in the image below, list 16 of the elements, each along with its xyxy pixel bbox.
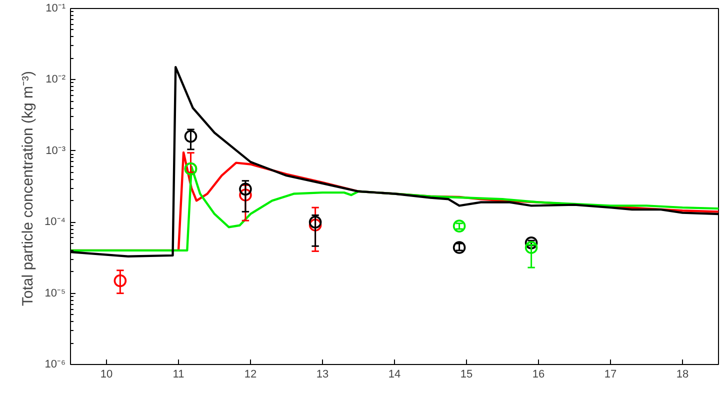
x-tick-label: 13 — [316, 368, 329, 380]
y-tick-label: 10⁻¹ — [46, 2, 66, 14]
x-tick-label: 17 — [604, 368, 617, 380]
y-tick-label: 10⁻⁵ — [44, 287, 66, 300]
x-tick-label: 11 — [172, 368, 184, 380]
y-tick-label: 10⁻² — [46, 74, 66, 86]
x-tick-label: 12 — [244, 368, 257, 380]
y-tick-label: 10⁻⁴ — [44, 216, 66, 228]
x-tick-label: 10 — [100, 368, 113, 380]
x-tick-label: 14 — [388, 368, 401, 380]
x-tick-label: 16 — [532, 368, 545, 380]
x-tick-label: 18 — [676, 368, 689, 380]
y-axis-title: Total particle concentration (kg m⁻³) — [20, 71, 37, 306]
x-tick-label: 15 — [460, 368, 473, 380]
y-tick-label: 10⁻³ — [46, 144, 66, 157]
y-tick-label: 10⁻⁶ — [44, 358, 66, 370]
